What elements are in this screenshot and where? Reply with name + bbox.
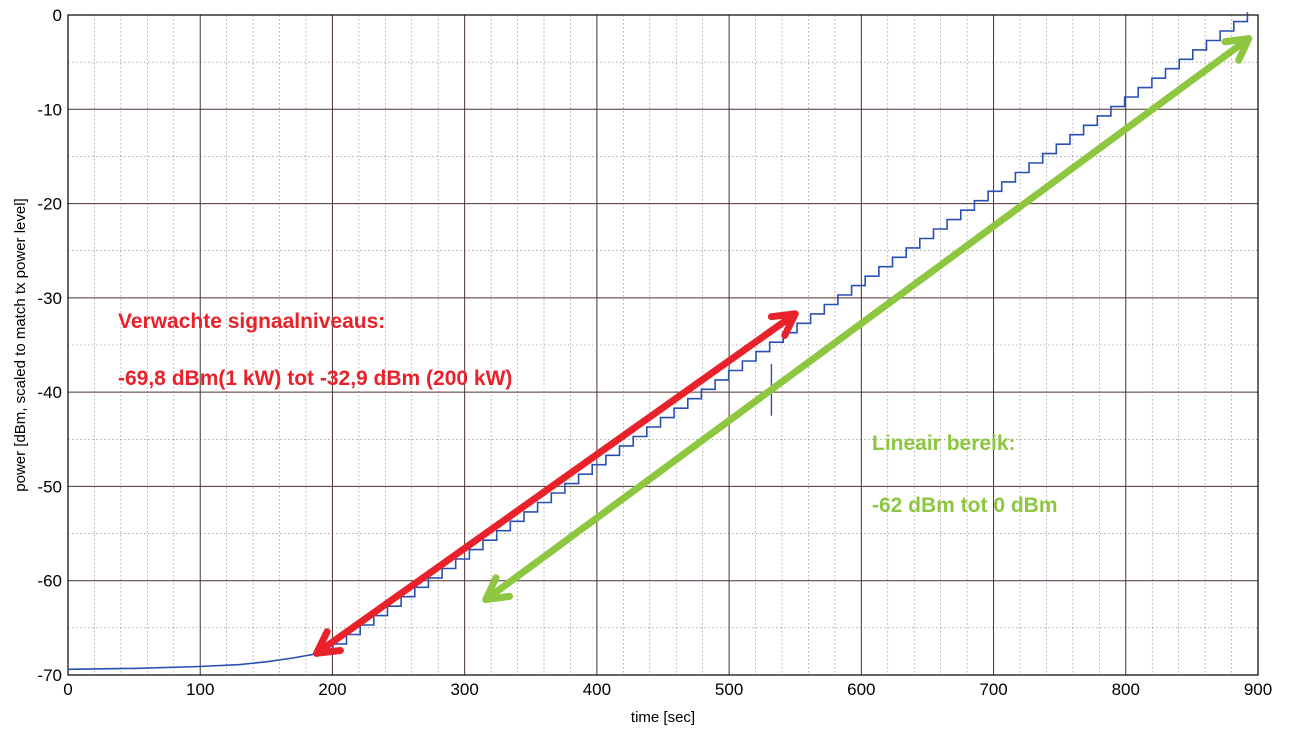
y-tick-label: -20 (37, 195, 62, 214)
minor-grid (68, 15, 1258, 675)
linear-range-arrow-head-end (1221, 35, 1253, 64)
x-tick-label: 300 (450, 680, 478, 699)
major-grid (67, 14, 1259, 676)
expected-levels-arrow (313, 310, 799, 657)
linear-range-values: -62 dBm tot 0 dBm (872, 494, 1058, 517)
expected-levels-arrow-head-end (767, 310, 799, 339)
expected-levels-arrow-head-start (313, 628, 344, 657)
y-tick-label: -30 (37, 289, 62, 308)
series-layer (67, 12, 1249, 671)
y-tick-label: -60 (37, 572, 62, 591)
linear-range-title: Lineair bereik: (872, 432, 1016, 455)
x-tick-label: 800 (1112, 680, 1140, 699)
x-tick-label: 600 (847, 680, 875, 699)
expected-levels-range: -69,8 dBm(1 kW) tot -32,9 dBm (200 kW) (118, 367, 512, 390)
x-tick-label: 400 (583, 680, 611, 699)
y-tick-label: -10 (37, 100, 62, 119)
y-tick-label: -70 (37, 666, 62, 685)
expected-levels-title: Verwachte signaalniveaus: (118, 310, 385, 333)
annotations-layer: Verwachte signaalniveaus: -69,8 dBm(1 kW)… (118, 35, 1253, 657)
x-tick-label: 700 (979, 680, 1007, 699)
x-tick-label: 200 (318, 680, 346, 699)
x-tick-label: 100 (186, 680, 214, 699)
x-tick-labels: 0 100 200 300 400 500 600 700 800 900 (63, 680, 1272, 699)
linear-range-arrow-head-start (482, 574, 514, 604)
x-tick-label: 900 (1244, 680, 1272, 699)
power-trace (67, 12, 1249, 671)
y-tick-labels: 0 -10 -20 -30 -40 -50 -60 -70 (37, 6, 62, 685)
x-tick-label: 500 (715, 680, 743, 699)
plot-area-frame (67, 14, 1259, 676)
y-tick-label: -40 (37, 383, 62, 402)
x-axis-label: time [sec] (631, 709, 695, 726)
linear-range-arrow (482, 35, 1253, 604)
y-tick-label: 0 (53, 6, 62, 25)
x-tick-label: 0 (63, 680, 72, 699)
y-tick-label: -50 (37, 477, 62, 496)
y-axis-label: power [dBm, scaled to match tx power lev… (12, 198, 29, 491)
